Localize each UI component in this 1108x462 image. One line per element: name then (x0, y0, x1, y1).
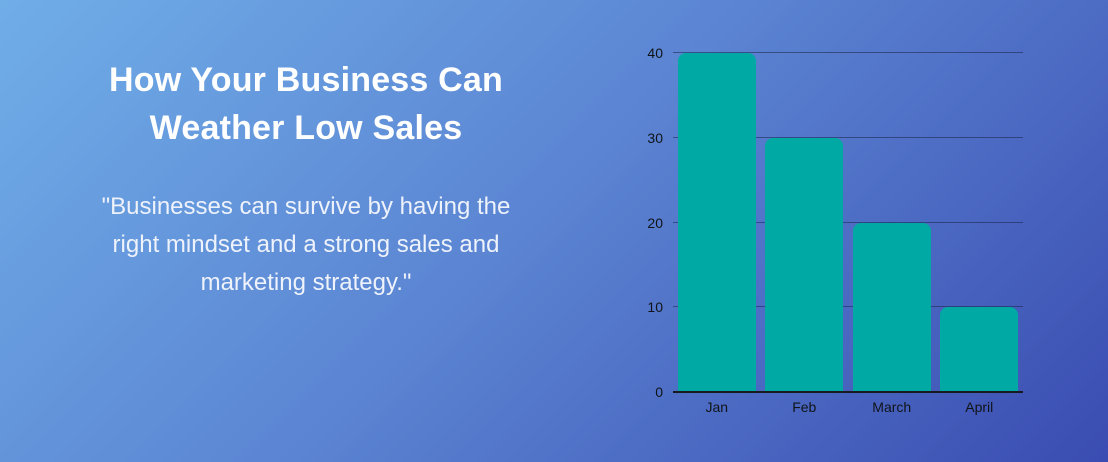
gridline-10 (673, 306, 1023, 308)
y-tick-label-10: 10 (647, 299, 663, 316)
x-tick-label-feb: Feb (792, 399, 817, 415)
bar-march (852, 222, 931, 392)
x-tick-label-april: April (965, 399, 994, 415)
bar-feb (765, 137, 844, 392)
y-tick-label-40: 40 (647, 45, 663, 61)
gridline-30 (673, 136, 1023, 138)
bar-slot-april (936, 53, 1024, 392)
bar-slot-feb (761, 53, 849, 392)
bar-slot-march (848, 53, 936, 392)
bar-april (940, 307, 1019, 392)
chart-plot (673, 52, 1023, 393)
y-tick-label-0: 0 (655, 384, 663, 400)
bars-container (673, 53, 1023, 392)
y-tick-label-30: 30 (647, 129, 663, 146)
x-tick-label-march: March (872, 399, 912, 415)
gridline-20 (673, 221, 1023, 223)
x-axis-baseline (673, 391, 1023, 393)
text-column: How Your Business Can Weather Low Sales … (46, 56, 566, 302)
gridline-40 (673, 52, 1023, 53)
bar-slot-jan (673, 53, 761, 392)
bar-jan (677, 53, 756, 392)
y-axis: 0 10 20 30 40 (633, 45, 663, 400)
y-tick-label-20: 20 (647, 214, 663, 231)
slide-quote: "Businesses can survive by having the ri… (101, 193, 511, 296)
slide-title: How Your Business Can Weather Low Sales (108, 61, 504, 147)
x-tick-label-jan: Jan (705, 399, 729, 415)
x-axis-labels: Jan Feb March April (673, 399, 1023, 415)
bar-chart: 0 10 20 30 40 Jan Feb March April (633, 45, 1033, 433)
